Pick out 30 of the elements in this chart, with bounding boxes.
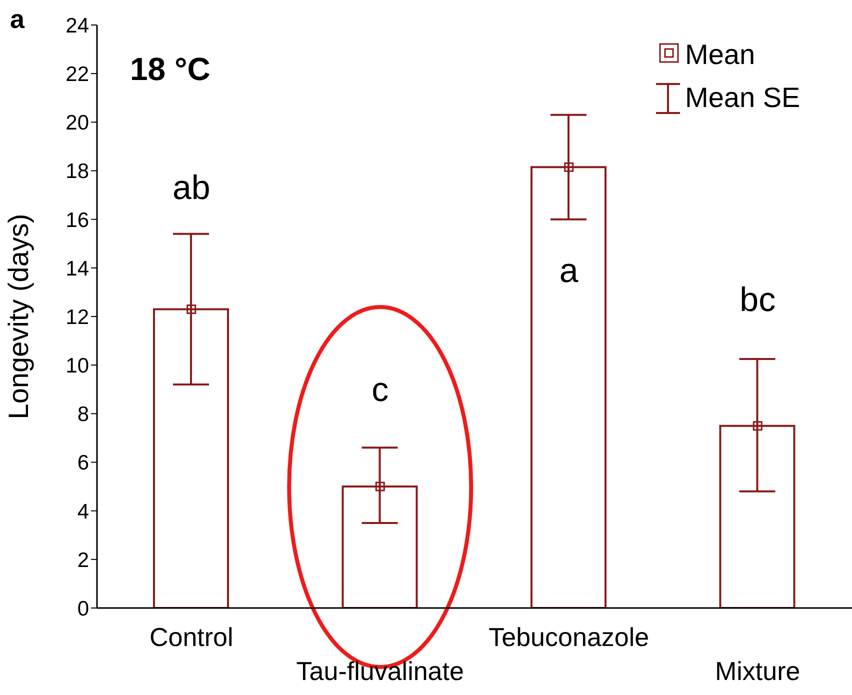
annotation: a — [559, 252, 578, 290]
text: a — [10, 4, 25, 34]
y-tick-label: 0 — [77, 597, 89, 620]
legend-label: Mean — [685, 39, 756, 70]
x-tick-label: Tebuconazole — [488, 622, 650, 652]
annotation: c — [372, 370, 389, 409]
y-tick-label: 20 — [66, 112, 89, 135]
point — [564, 162, 574, 172]
y-tick-label: 12 — [66, 306, 89, 329]
y-tick-label: 2 — [77, 548, 89, 572]
y-tick-label: 18 — [66, 160, 89, 184]
y-tick-label: 22 — [66, 63, 89, 86]
x-tick-label: Tau-fluvalinate — [296, 656, 464, 686]
y-tick-label: 10 — [66, 354, 89, 378]
annotation: 18 °C — [130, 51, 210, 87]
point — [375, 482, 385, 492]
point — [752, 421, 762, 431]
annotation: ab — [172, 168, 210, 207]
annotation: bc — [740, 280, 776, 319]
annotation: Mean SE — [685, 82, 800, 113]
x-tick-label: Mixture — [715, 656, 800, 686]
y-tick-label: 24 — [66, 14, 90, 38]
y-tick-label: 6 — [77, 452, 89, 475]
y-axis-title: Longevity (days) — [2, 214, 34, 420]
y-tick-label: 14 — [66, 257, 90, 280]
y-tick-label: 16 — [66, 208, 89, 232]
x-tick-label: Control — [149, 622, 234, 652]
y-tick-label: 8 — [77, 403, 89, 426]
y-tick-label: 4 — [77, 500, 90, 524]
point — [186, 304, 196, 314]
